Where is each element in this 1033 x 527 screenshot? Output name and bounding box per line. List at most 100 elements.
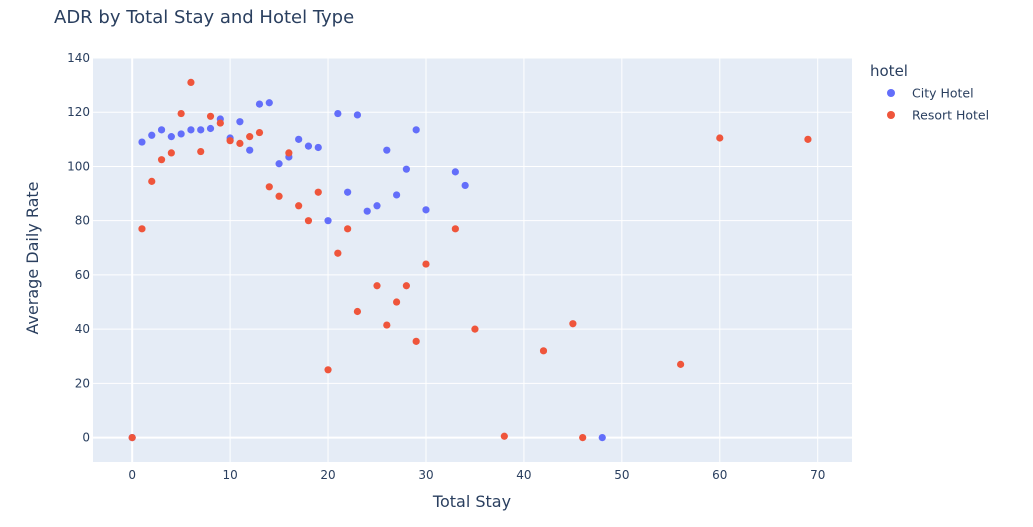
- point-city-hotel[interactable]: [295, 135, 303, 143]
- point-city-hotel[interactable]: [373, 202, 381, 210]
- point-resort-hotel[interactable]: [167, 149, 175, 157]
- point-resort-hotel[interactable]: [304, 217, 313, 225]
- point-resort-hotel[interactable]: [402, 282, 410, 290]
- point-resort-hotel[interactable]: [314, 188, 322, 196]
- point-city-hotel[interactable]: [402, 165, 410, 173]
- y-tick-label: 80: [75, 214, 90, 228]
- x-tick-label: 40: [516, 468, 531, 482]
- point-city-hotel[interactable]: [177, 130, 185, 138]
- point-resort-hotel[interactable]: [324, 366, 332, 374]
- y-tick-label: 120: [67, 105, 90, 119]
- point-resort-hotel[interactable]: [255, 128, 264, 137]
- y-axis-title: Average Daily Rate: [23, 181, 42, 334]
- point-city-hotel[interactable]: [304, 142, 313, 150]
- legend-item-resort-hotel[interactable]: Resort Hotel: [887, 108, 989, 123]
- point-resort-hotel[interactable]: [412, 337, 420, 345]
- point-resort-hotel[interactable]: [285, 149, 293, 157]
- point-resort-hotel[interactable]: [677, 360, 685, 368]
- point-resort-hotel[interactable]: [344, 225, 352, 233]
- point-resort-hotel[interactable]: [265, 183, 273, 191]
- point-city-hotel[interactable]: [314, 143, 322, 152]
- y-tick-label: 0: [82, 431, 90, 445]
- point-city-hotel[interactable]: [246, 146, 254, 154]
- point-city-hotel[interactable]: [412, 126, 420, 134]
- legend[interactable]: hotel City Hotel Resort Hotel: [870, 62, 989, 123]
- point-city-hotel[interactable]: [275, 160, 283, 168]
- point-city-hotel[interactable]: [422, 206, 430, 214]
- point-resort-hotel[interactable]: [148, 177, 156, 185]
- point-city-hotel[interactable]: [265, 99, 273, 107]
- point-city-hotel[interactable]: [148, 131, 156, 139]
- x-axis-title: Total Stay: [432, 492, 511, 511]
- point-city-hotel[interactable]: [236, 118, 244, 126]
- x-tick-label: 50: [614, 468, 629, 482]
- legend-label-city-hotel: City Hotel: [912, 86, 974, 101]
- plot-area: [93, 58, 852, 462]
- point-city-hotel[interactable]: [383, 146, 391, 154]
- point-city-hotel[interactable]: [167, 133, 175, 141]
- legend-item-city-hotel[interactable]: City Hotel: [887, 86, 974, 101]
- y-axis-ticks: 0 20 40 60 80 100 120 140: [67, 51, 90, 445]
- legend-marker-city-hotel: [887, 89, 895, 97]
- point-city-hotel[interactable]: [187, 126, 195, 134]
- point-resort-hotel[interactable]: [539, 347, 548, 355]
- point-resort-hotel[interactable]: [157, 156, 166, 164]
- series-resort-hotel: [128, 78, 812, 442]
- point-resort-hotel[interactable]: [295, 202, 303, 210]
- point-resort-hotel[interactable]: [579, 433, 587, 442]
- point-resort-hotel[interactable]: [804, 135, 812, 143]
- point-city-hotel[interactable]: [255, 100, 264, 108]
- data-points: [128, 78, 812, 442]
- legend-label-resort-hotel: Resort Hotel: [912, 108, 989, 123]
- point-resort-hotel[interactable]: [138, 225, 146, 233]
- point-resort-hotel[interactable]: [500, 432, 508, 440]
- point-resort-hotel[interactable]: [128, 433, 136, 442]
- chart-title: ADR by Total Stay and Hotel Type: [54, 7, 354, 28]
- y-tick-label: 140: [67, 51, 90, 65]
- point-resort-hotel[interactable]: [422, 260, 430, 268]
- point-city-hotel[interactable]: [334, 109, 342, 118]
- point-resort-hotel[interactable]: [246, 133, 254, 141]
- point-resort-hotel[interactable]: [383, 321, 391, 329]
- point-resort-hotel[interactable]: [206, 112, 215, 120]
- y-tick-label: 40: [75, 322, 90, 336]
- x-tick-label: 70: [810, 468, 825, 482]
- point-city-hotel[interactable]: [324, 217, 332, 225]
- point-resort-hotel[interactable]: [216, 119, 224, 127]
- point-city-hotel[interactable]: [451, 168, 459, 176]
- point-resort-hotel[interactable]: [451, 225, 459, 233]
- point-city-hotel[interactable]: [197, 126, 205, 134]
- point-resort-hotel[interactable]: [471, 325, 479, 333]
- point-city-hotel[interactable]: [393, 191, 401, 199]
- point-resort-hotel[interactable]: [353, 307, 362, 316]
- point-resort-hotel[interactable]: [393, 298, 401, 306]
- legend-marker-resort-hotel: [887, 111, 895, 119]
- point-city-hotel[interactable]: [353, 111, 362, 119]
- point-city-hotel[interactable]: [461, 181, 469, 190]
- point-city-hotel[interactable]: [206, 124, 215, 133]
- x-tick-label: 20: [320, 468, 335, 482]
- legend-title: hotel: [870, 62, 908, 80]
- point-resort-hotel[interactable]: [334, 249, 342, 257]
- x-tick-label: 30: [418, 468, 433, 482]
- point-city-hotel[interactable]: [363, 207, 371, 215]
- y-tick-label: 100: [67, 159, 90, 173]
- point-resort-hotel[interactable]: [236, 139, 244, 148]
- point-resort-hotel[interactable]: [226, 137, 234, 145]
- point-resort-hotel[interactable]: [187, 78, 195, 87]
- y-tick-label: 20: [75, 376, 90, 390]
- point-city-hotel[interactable]: [344, 188, 352, 196]
- point-resort-hotel[interactable]: [716, 134, 724, 142]
- point-city-hotel[interactable]: [598, 433, 606, 442]
- point-city-hotel[interactable]: [138, 138, 146, 146]
- series-city-hotel: [128, 99, 606, 442]
- point-resort-hotel[interactable]: [197, 147, 205, 156]
- x-tick-label: 60: [712, 468, 727, 482]
- point-city-hotel[interactable]: [157, 126, 166, 134]
- point-resort-hotel[interactable]: [373, 282, 381, 290]
- point-resort-hotel[interactable]: [177, 109, 185, 118]
- x-tick-label: 0: [128, 468, 136, 482]
- point-resort-hotel[interactable]: [569, 320, 577, 328]
- point-resort-hotel[interactable]: [275, 192, 283, 200]
